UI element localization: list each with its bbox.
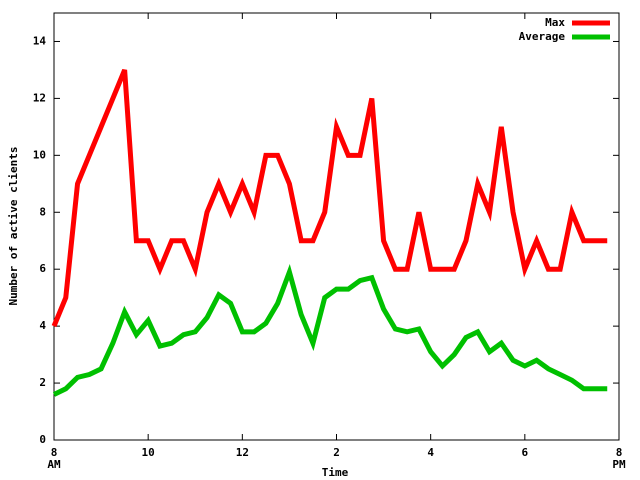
legend-label: Average	[519, 30, 566, 43]
y-tick-label: 14	[33, 34, 47, 47]
x-tick-label: 8 AM	[47, 446, 61, 471]
x-tick-label: 2	[333, 446, 340, 459]
y-tick-label: 6	[39, 262, 46, 275]
x-tick-label: 6	[521, 446, 529, 459]
y-axis-label: Number of active clients	[7, 147, 20, 306]
plot-frame	[53, 12, 620, 441]
y-tick-label: 4	[39, 319, 46, 332]
x-tick-label: 8 PM	[612, 446, 626, 471]
y-tick-label: 12	[33, 91, 46, 104]
y-tick-label: 8	[39, 205, 46, 218]
x-tick-label: 4	[427, 446, 434, 459]
y-tick-label: 10	[33, 148, 46, 161]
series-line	[51, 68, 608, 328]
series-line	[52, 263, 608, 397]
y-tick-label: 2	[39, 376, 46, 389]
x-tick-label: 12	[235, 446, 249, 459]
y-tick-label: 0	[39, 433, 46, 446]
x-tick-label: 10	[141, 446, 155, 459]
x-axis-label: Time	[322, 466, 349, 479]
legend-label: Max	[545, 16, 565, 29]
